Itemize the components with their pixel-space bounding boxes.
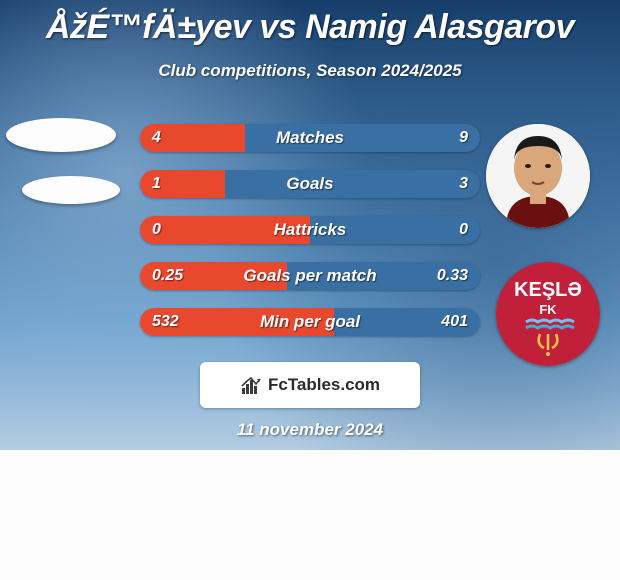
stat-row: 13Goals (140, 170, 480, 198)
stat-row: 532401Min per goal (140, 308, 480, 336)
stat-label: Goals per match (140, 262, 480, 290)
left-player-avatar (6, 118, 116, 152)
fctables-label: FcTables.com (268, 375, 380, 395)
subtitle: Club competitions, Season 2024/2025 (0, 61, 620, 81)
stat-label: Min per goal (140, 308, 480, 336)
badge-text: KEŞLƏ (514, 279, 582, 301)
stat-row: 49Matches (140, 124, 480, 152)
fctables-icon (240, 374, 262, 396)
page-title: ÅžÉ™fÄ±yev vs Namig Alasgarov (0, 0, 620, 47)
stat-row: 00Hattricks (140, 216, 480, 244)
stat-label: Matches (140, 124, 480, 152)
stat-label: Goals (140, 170, 480, 198)
left-club-badge (22, 176, 120, 204)
date-text: 11 november 2024 (0, 420, 620, 440)
right-club-badge: KEŞLƏ FK (496, 262, 600, 366)
stat-label: Hattricks (140, 216, 480, 244)
stats-panel: 49Matches 13Goals 00Hattricks 0.250.33Goals… (140, 124, 480, 354)
fctables-link[interactable]: FcTables.com (200, 362, 420, 408)
badge-sub: FK (539, 302, 557, 317)
stat-row: 0.250.33Goals per match (140, 262, 480, 290)
right-player-avatar (486, 124, 590, 228)
